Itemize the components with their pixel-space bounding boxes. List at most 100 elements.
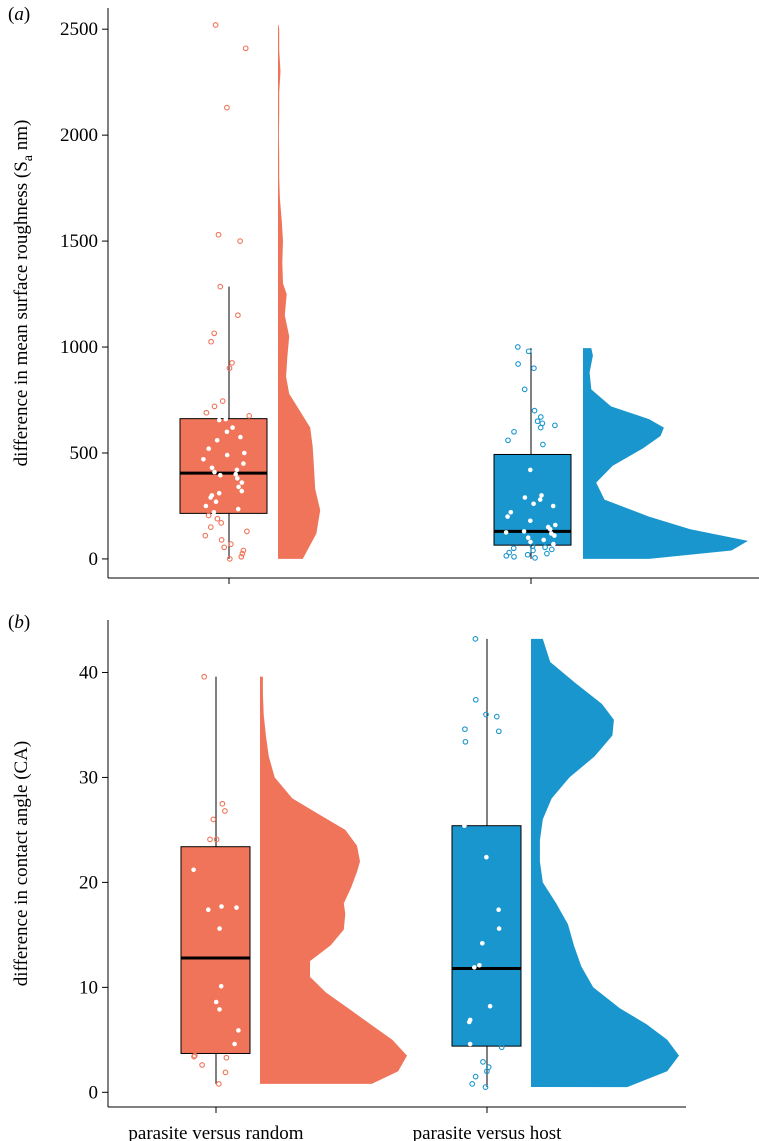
data-point (534, 418, 541, 425)
data-point (493, 713, 500, 720)
data-point (236, 484, 241, 490)
data-point (242, 450, 247, 456)
y-tick-label: 500 (70, 443, 99, 464)
data-point (210, 816, 217, 823)
data-point (553, 522, 558, 528)
data-point (525, 348, 532, 355)
y-tick-label: 1000 (60, 337, 98, 358)
data-point (528, 467, 533, 473)
series-host (451, 636, 679, 1090)
data-point (522, 495, 528, 500)
data-point (505, 437, 511, 444)
data-point (480, 1059, 486, 1065)
data-point (528, 539, 533, 545)
data-point (224, 452, 230, 458)
data-point (510, 545, 517, 552)
y-axis-label: difference in contact angle (CA) (11, 741, 32, 986)
panel-label: (b) (8, 612, 30, 633)
y-axis-label-end: nm) (11, 120, 32, 155)
data-point (531, 407, 538, 414)
data-point (496, 926, 502, 931)
data-point (550, 503, 556, 509)
data-point (244, 528, 250, 535)
data-point (208, 338, 214, 345)
data-point (207, 524, 214, 530)
data-point (472, 696, 479, 703)
data-point (228, 541, 234, 547)
data-point (551, 541, 556, 547)
data-point (201, 457, 206, 462)
data-point (207, 836, 213, 843)
density-cloud (278, 24, 321, 559)
data-point (215, 1081, 222, 1087)
y-tick-label: 1500 (60, 231, 98, 252)
data-point (223, 1054, 230, 1061)
data-point (222, 808, 228, 814)
data-point (542, 544, 548, 551)
data-point (213, 836, 220, 843)
panel-label-letter: b (14, 612, 24, 633)
data-point (505, 514, 510, 519)
data-point (240, 547, 247, 554)
data-point (487, 1003, 493, 1009)
data-point (239, 488, 245, 494)
panel-label-close: ) (24, 612, 30, 633)
data-point (495, 728, 502, 735)
data-point (521, 386, 528, 393)
panel-label-close: ) (24, 4, 30, 25)
data-point (503, 552, 510, 559)
data-point (472, 965, 477, 970)
box (179, 418, 268, 514)
panel-label-letter: a (14, 4, 24, 25)
data-point (219, 398, 226, 404)
data-point (209, 465, 215, 471)
data-point (239, 550, 246, 557)
data-point (217, 1007, 222, 1012)
data-point (203, 409, 210, 416)
panel-label-open: ( (8, 612, 14, 633)
data-point (232, 1041, 237, 1047)
data-point (218, 520, 225, 526)
data-point (539, 493, 544, 498)
data-point (552, 533, 557, 538)
data-point (235, 476, 240, 481)
data-point (477, 963, 482, 968)
density-cloud (260, 676, 407, 1084)
y-tick-label: 10 (79, 977, 98, 998)
data-point (217, 926, 222, 931)
panel-label: (a) (8, 4, 30, 25)
data-point (532, 555, 538, 561)
data-point (524, 551, 531, 558)
data-point (508, 510, 514, 515)
data-point (224, 429, 230, 435)
data-point (521, 529, 527, 534)
data-point (212, 469, 217, 475)
data-point (537, 424, 544, 431)
data-point (537, 414, 544, 420)
data-point (226, 365, 233, 372)
data-point (212, 22, 219, 28)
data-point (208, 495, 213, 500)
data-point (238, 553, 245, 560)
data-point (483, 711, 489, 718)
data-point (242, 45, 249, 52)
data-point (221, 544, 228, 551)
data-point (206, 446, 211, 452)
data-point (480, 941, 485, 946)
data-point (496, 907, 501, 912)
y-tick-label: 2500 (60, 19, 98, 40)
y-tick-label: 2000 (60, 125, 98, 146)
data-point (211, 510, 217, 515)
data-point (217, 283, 224, 290)
data-point (467, 1019, 472, 1025)
data-point (229, 360, 235, 366)
data-point (202, 532, 209, 539)
x-tick-label: parasite versus random (128, 1123, 303, 1141)
y-tick-label: 40 (79, 662, 98, 683)
data-point (191, 867, 196, 873)
data-point (211, 403, 218, 410)
data-point (205, 512, 212, 519)
data-point (191, 1053, 197, 1060)
data-point (214, 438, 220, 443)
